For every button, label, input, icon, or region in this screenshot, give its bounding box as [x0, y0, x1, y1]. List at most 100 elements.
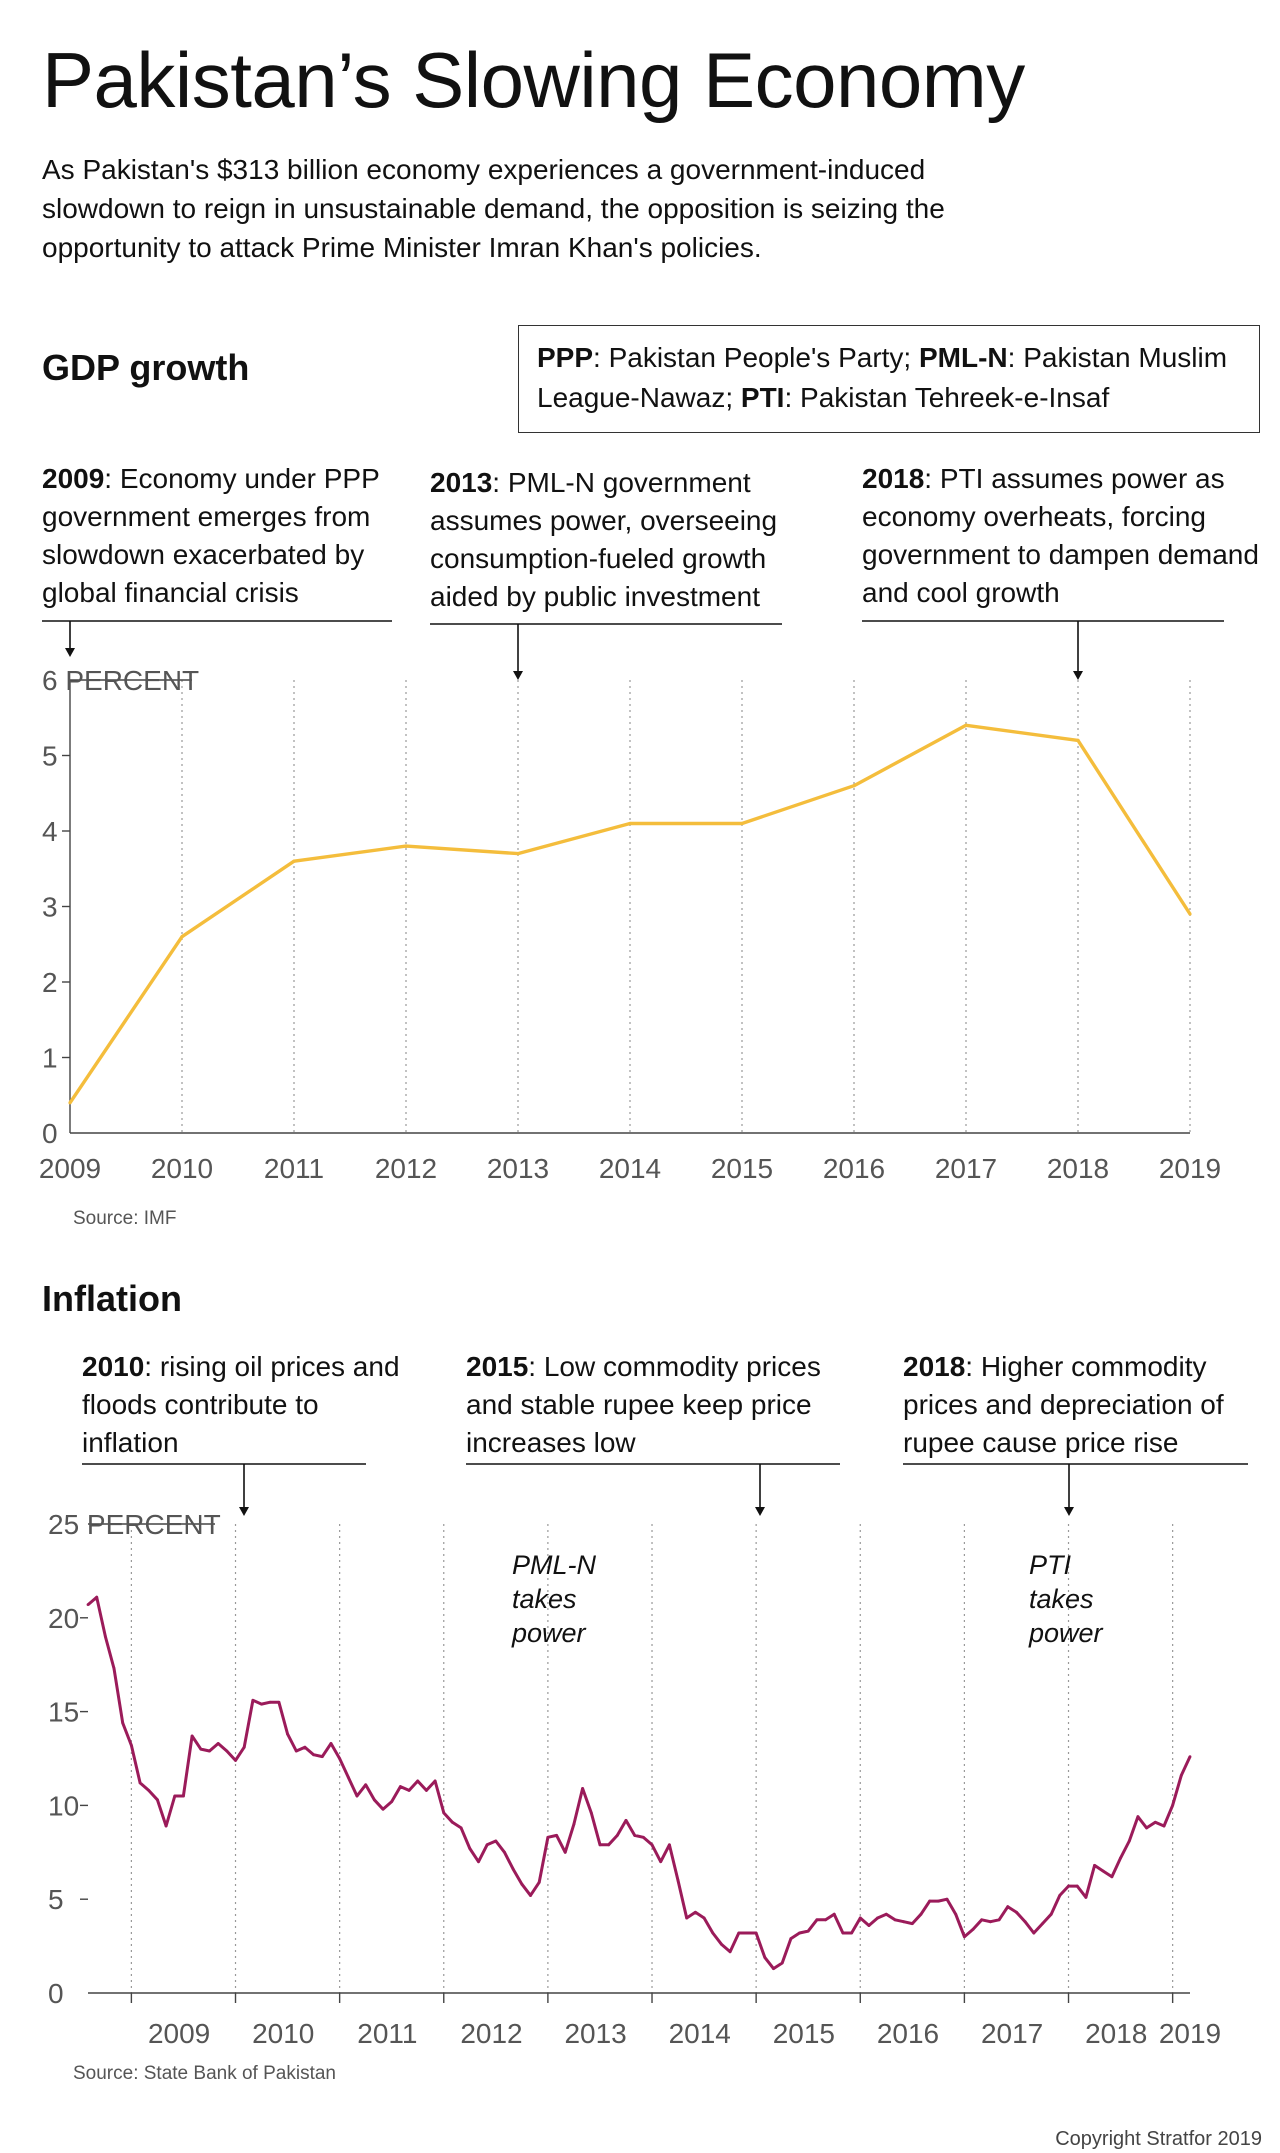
- annotation-text: : PML-N government assumes power, overse…: [430, 467, 778, 612]
- annotation-text: : Economy under PPP government emerges f…: [42, 463, 380, 608]
- infl-data-point: [338, 1757, 342, 1760]
- infl-data-point: [798, 1931, 801, 1935]
- infl-x-tick-label: 2016: [877, 2018, 939, 2049]
- pmln-takes-power-note: PML-N takes power: [512, 1550, 597, 1648]
- infl-data-point: [997, 1918, 1001, 1922]
- gdp-data-point: [852, 784, 856, 788]
- infl-data-point: [398, 1785, 402, 1789]
- infl-data-point: [572, 1822, 576, 1826]
- pti-takes-power-note: PTI takes power: [1029, 1550, 1103, 1648]
- infl-data-point: [494, 1839, 498, 1843]
- infl-data-point: [841, 1931, 845, 1935]
- infl-data-point: [641, 1835, 645, 1839]
- infl-data-point: [477, 1860, 480, 1864]
- gdp-data-point: [964, 723, 968, 727]
- infl-data-point: [1127, 1839, 1131, 1843]
- gdp-x-tick-label: 2009: [39, 1153, 101, 1184]
- infl-data-point: [884, 1912, 888, 1916]
- infl-data-point: [746, 1931, 749, 1935]
- infl-data-point: [910, 1922, 914, 1925]
- infl-data-point: [129, 1743, 133, 1747]
- gdp-data-point: [68, 1101, 72, 1105]
- infl-data-point: [268, 1700, 272, 1704]
- gdp-y-tick-label: 3: [42, 892, 58, 923]
- infl-data-point: [1058, 1894, 1062, 1897]
- infl-arrow-2015-head: [755, 1507, 765, 1516]
- annotation-year: 2015: [466, 1351, 529, 1382]
- infl-data-point: [954, 1912, 958, 1916]
- infl-data-point: [659, 1860, 663, 1864]
- infl-data-point: [1179, 1773, 1183, 1777]
- infl-data-point: [676, 1879, 680, 1882]
- infl-data-point: [615, 1834, 619, 1837]
- infl-data-point: [190, 1734, 194, 1738]
- infl-data-point: [1171, 1804, 1175, 1807]
- infl-data-point: [147, 1788, 151, 1792]
- inflation-section-title: Inflation: [42, 1278, 182, 1319]
- infl-data-point: [806, 1929, 810, 1933]
- gdp-x-tick-label: 2012: [375, 1153, 437, 1184]
- gdp-arrow-2013-head: [513, 671, 523, 680]
- infl-data-point: [945, 1897, 949, 1901]
- infl-data-point: [520, 1882, 524, 1886]
- infl-data-point: [919, 1912, 923, 1916]
- infl-data-point: [633, 1834, 637, 1837]
- gdp-x-tick-label: 2017: [935, 1153, 997, 1184]
- infl-data-point: [980, 1918, 984, 1922]
- infl-data-point: [103, 1635, 107, 1638]
- infl-x-tick-label: 2014: [669, 2018, 731, 2049]
- infl-data-point: [164, 1824, 168, 1828]
- infl-data-point: [720, 1942, 723, 1946]
- infl-data-point: [936, 1899, 940, 1903]
- infl-data-point: [485, 1843, 489, 1847]
- infl-data-point: [529, 1894, 532, 1897]
- gdp-annotation-2013: 2013: PML-N government assumes power, ov…: [430, 464, 810, 616]
- infl-data-point: [346, 1775, 350, 1779]
- gdp-y-tick-label: 2: [42, 967, 58, 998]
- gdp-x-tick-label: 2011: [264, 1153, 324, 1184]
- infl-data-point: [780, 1961, 784, 1965]
- gdp-data-point: [628, 821, 632, 826]
- gdp-x-tick-label: 2014: [599, 1153, 661, 1184]
- infl-data-point: [815, 1918, 819, 1922]
- infl-data-point: [442, 1811, 446, 1815]
- infl-data-point: [260, 1702, 263, 1706]
- gdp-source: Source: IMF: [73, 1208, 177, 1229]
- legend-ppp-text: : Pakistan People's Party;: [593, 342, 919, 373]
- infl-data-point: [242, 1745, 246, 1749]
- infl-data-point: [95, 1595, 99, 1599]
- infl-data-point: [555, 1834, 558, 1837]
- legend-pmln-abbr: PML-N: [918, 342, 1008, 373]
- infl-data-point: [789, 1937, 793, 1940]
- infl-data-point: [1153, 1820, 1157, 1824]
- infl-data-point: [199, 1747, 203, 1751]
- annotation-text: : Higher commodity prices and depreciati…: [903, 1351, 1224, 1458]
- infl-data-point: [182, 1794, 185, 1798]
- infl-data-point: [893, 1918, 897, 1922]
- infl-x-tick-label: 2018: [1085, 2018, 1147, 2049]
- inflation-source: Source: State Bank of Pakistan: [73, 2063, 336, 2084]
- gdp-annotation-2018: 2018: PTI assumes power as economy overh…: [862, 460, 1262, 612]
- infl-x-tick-label: 2019: [1159, 2018, 1221, 2049]
- infl-data-point: [1032, 1931, 1036, 1935]
- infl-data-point: [468, 1847, 472, 1850]
- annotation-year: 2010: [82, 1351, 145, 1382]
- legend-pti-text: : Pakistan Tehreek-e-Insaf: [784, 382, 1110, 413]
- infl-data-point: [86, 1603, 90, 1607]
- infl-y-tick-label: 25 PERCENT: [48, 1509, 221, 1540]
- infl-data-point: [225, 1749, 229, 1753]
- infl-x-tick-label: 2012: [460, 2018, 522, 2049]
- infl-y-tick-label: 10: [48, 1790, 79, 1821]
- infl-data-point: [364, 1783, 368, 1787]
- infl-x-tick-label: 2017: [981, 2018, 1043, 2049]
- infl-data-point: [989, 1920, 992, 1924]
- infl-data-point: [407, 1788, 411, 1792]
- infl-data-point: [563, 1850, 567, 1854]
- infl-data-point: [902, 1920, 906, 1924]
- gdp-x-tick-label: 2018: [1047, 1153, 1109, 1184]
- infl-x-tick-label: 2013: [564, 2018, 626, 2049]
- inflation-annotation-2010: 2010: rising oil prices and floods contr…: [82, 1348, 412, 1462]
- infl-y-tick-label: 0: [48, 1978, 64, 2009]
- infl-data-point: [1119, 1856, 1122, 1860]
- infl-data-point: [1110, 1875, 1114, 1879]
